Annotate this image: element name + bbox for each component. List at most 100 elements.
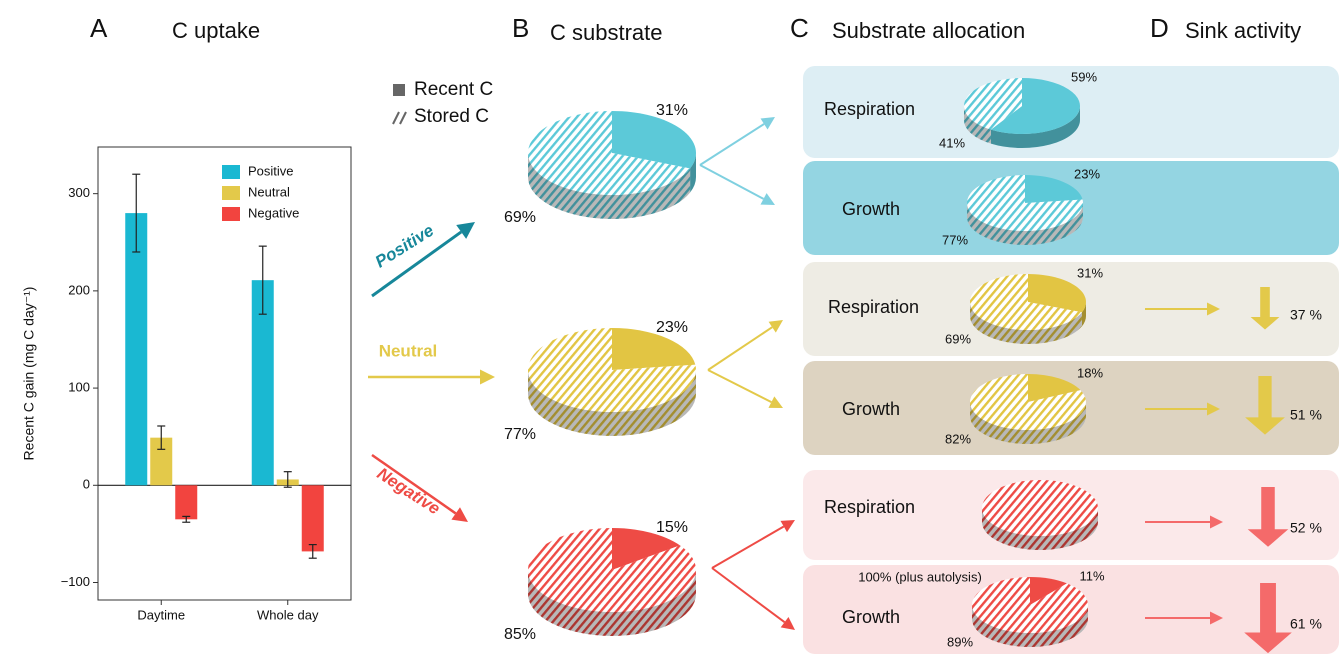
pie-side (690, 153, 696, 193)
panel-title: C substrate (550, 20, 663, 45)
pie-slice (982, 480, 1098, 536)
sink-arrow (1245, 376, 1285, 435)
panel-title: C uptake (172, 18, 260, 43)
pie-side-shade (528, 153, 691, 219)
arrow-head (780, 617, 795, 630)
pie-slice (1025, 175, 1083, 203)
pie-side-shade (972, 605, 1088, 647)
pie-side-shade (990, 106, 1080, 148)
y-tick-label: 300 (68, 185, 90, 200)
pie-slice (970, 374, 1086, 431)
row-label: Growth (842, 607, 900, 627)
pie-slice (1028, 274, 1086, 313)
pie-side-shade (982, 508, 1098, 550)
arrow (707, 369, 772, 404)
arrow-head (768, 396, 783, 408)
legend-label: Neutral (248, 184, 290, 199)
pie-side-shade (690, 153, 696, 193)
arrow (711, 525, 785, 569)
pie-slice (966, 175, 1083, 231)
pie-value-label: 23% (656, 319, 688, 336)
pie-value-label: 100% (plus autolysis) (858, 569, 982, 584)
pie-slice (971, 577, 1088, 633)
legend-label: Recent C (414, 79, 493, 100)
row-label: Respiration (824, 497, 915, 517)
pie-side (528, 153, 691, 219)
group-label: Negative (374, 464, 444, 519)
pie-value-label: 69% (945, 331, 971, 346)
y-axis-label: Recent C gain (mg C day⁻¹) (21, 287, 37, 461)
legend-swatch (222, 186, 240, 200)
y-tick-label: −100 (61, 574, 90, 589)
pie-value-label: 18% (1077, 365, 1103, 380)
arrow (371, 230, 463, 298)
error-bar (157, 425, 166, 450)
sink-arrow (1250, 287, 1280, 330)
y-tick-label: 0 (83, 477, 90, 492)
pie-side (970, 402, 1086, 444)
pie-side-shade (528, 570, 696, 636)
row-label: Growth (842, 199, 900, 219)
pie-value-label: 31% (1077, 265, 1103, 280)
legend-label: Negative (248, 205, 299, 220)
legend-label: Positive (248, 163, 294, 178)
error-bar (182, 515, 191, 523)
pie-value-label: 82% (945, 431, 971, 446)
pie-side (972, 605, 1088, 647)
pie-side-shade (970, 302, 1082, 344)
pie-side-shade (1081, 302, 1086, 327)
pie-slice (612, 111, 696, 169)
pie-side (1081, 302, 1086, 327)
pie-side (528, 370, 696, 436)
arrow (371, 453, 457, 515)
pie-value-label: 23% (1074, 166, 1100, 181)
pie-slice (990, 78, 1080, 134)
pie-side (967, 203, 1083, 245)
error-bar (308, 543, 317, 559)
pie-value-label: 77% (504, 426, 536, 443)
pie-value-label: 69% (504, 209, 536, 226)
pie-value-label: 85% (504, 626, 536, 643)
pie-value-label: 41% (939, 135, 965, 150)
sink-arrow (1247, 487, 1289, 547)
panel-letter: B (512, 13, 529, 43)
sink-arrow (1244, 583, 1292, 654)
sink-value-label: 52 % (1290, 520, 1322, 536)
arrow-head (480, 369, 495, 385)
pie-value-label: 89% (947, 634, 973, 649)
arrow-head (1207, 402, 1220, 416)
pie-side (990, 106, 1080, 148)
pie-slice (612, 328, 696, 370)
pie-side (970, 302, 1082, 344)
pie-value-label: 15% (656, 519, 688, 536)
pie-slice (964, 78, 1022, 130)
group-label: Positive (372, 221, 437, 272)
panel-letter: C (790, 13, 809, 43)
pie-slice (1030, 577, 1067, 605)
row-label: Respiration (824, 99, 915, 119)
pie-slice (528, 328, 697, 413)
arrow (711, 567, 786, 624)
bar (251, 280, 274, 486)
arrow-head (760, 193, 775, 205)
arrow-head (456, 222, 475, 239)
bar (301, 485, 324, 552)
panel-title: Substrate allocation (832, 18, 1025, 43)
pie-side-shade (964, 106, 991, 144)
legend-swatch (222, 165, 240, 179)
pie-slice (612, 528, 680, 570)
pie-side-shade (970, 402, 1086, 444)
pie-side (964, 106, 991, 144)
arrow-head (768, 320, 783, 333)
pie-side-shade (967, 203, 1083, 245)
row-label: Respiration (828, 297, 919, 317)
y-tick-label: 100 (68, 380, 90, 395)
arrow (699, 164, 765, 200)
bar (150, 437, 173, 486)
panel-letter: D (1150, 13, 1169, 43)
x-tick-label: Daytime (137, 607, 185, 622)
sink-value-label: 51 % (1290, 407, 1322, 423)
pie-value-label: 31% (656, 102, 688, 119)
error-bar (258, 245, 267, 315)
pie-value-label: 11% (1079, 568, 1104, 583)
